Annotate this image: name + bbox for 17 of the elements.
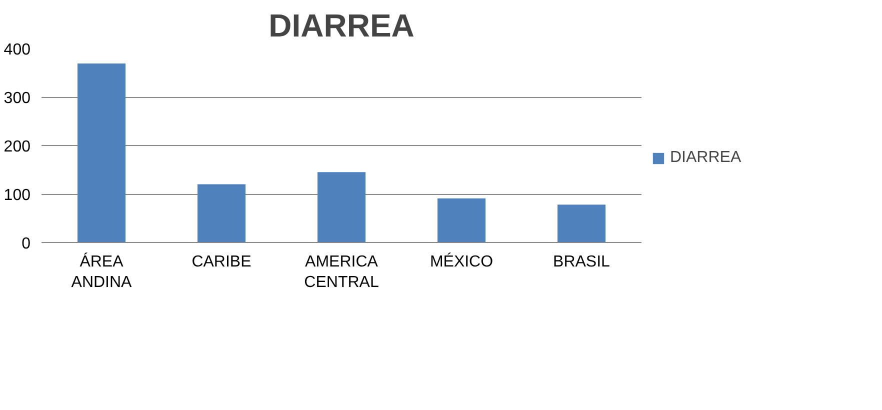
legend-label: DIARREA	[670, 149, 742, 167]
y-tick-label: 200	[4, 138, 31, 156]
x-tick-label: BRASIL	[553, 254, 610, 270]
x-tick-label: ÁREA ANDINA	[71, 252, 132, 291]
x-tick-label: MÉXICO	[430, 252, 494, 270]
x-tick-label: CARIBE	[192, 254, 252, 270]
x-tick-label: AMERICA CENTRAL	[304, 254, 379, 291]
y-tick-label: 0	[22, 236, 31, 252]
chart-title: DIARREA	[268, 8, 414, 44]
bar	[318, 172, 366, 242]
y-tick-label: 300	[4, 90, 31, 107]
bar	[78, 64, 126, 242]
bar	[198, 184, 246, 242]
bar	[558, 204, 606, 242]
y-tick-label: 400	[4, 42, 31, 58]
bar	[438, 198, 486, 242]
y-tick-label: 100	[4, 187, 31, 204]
